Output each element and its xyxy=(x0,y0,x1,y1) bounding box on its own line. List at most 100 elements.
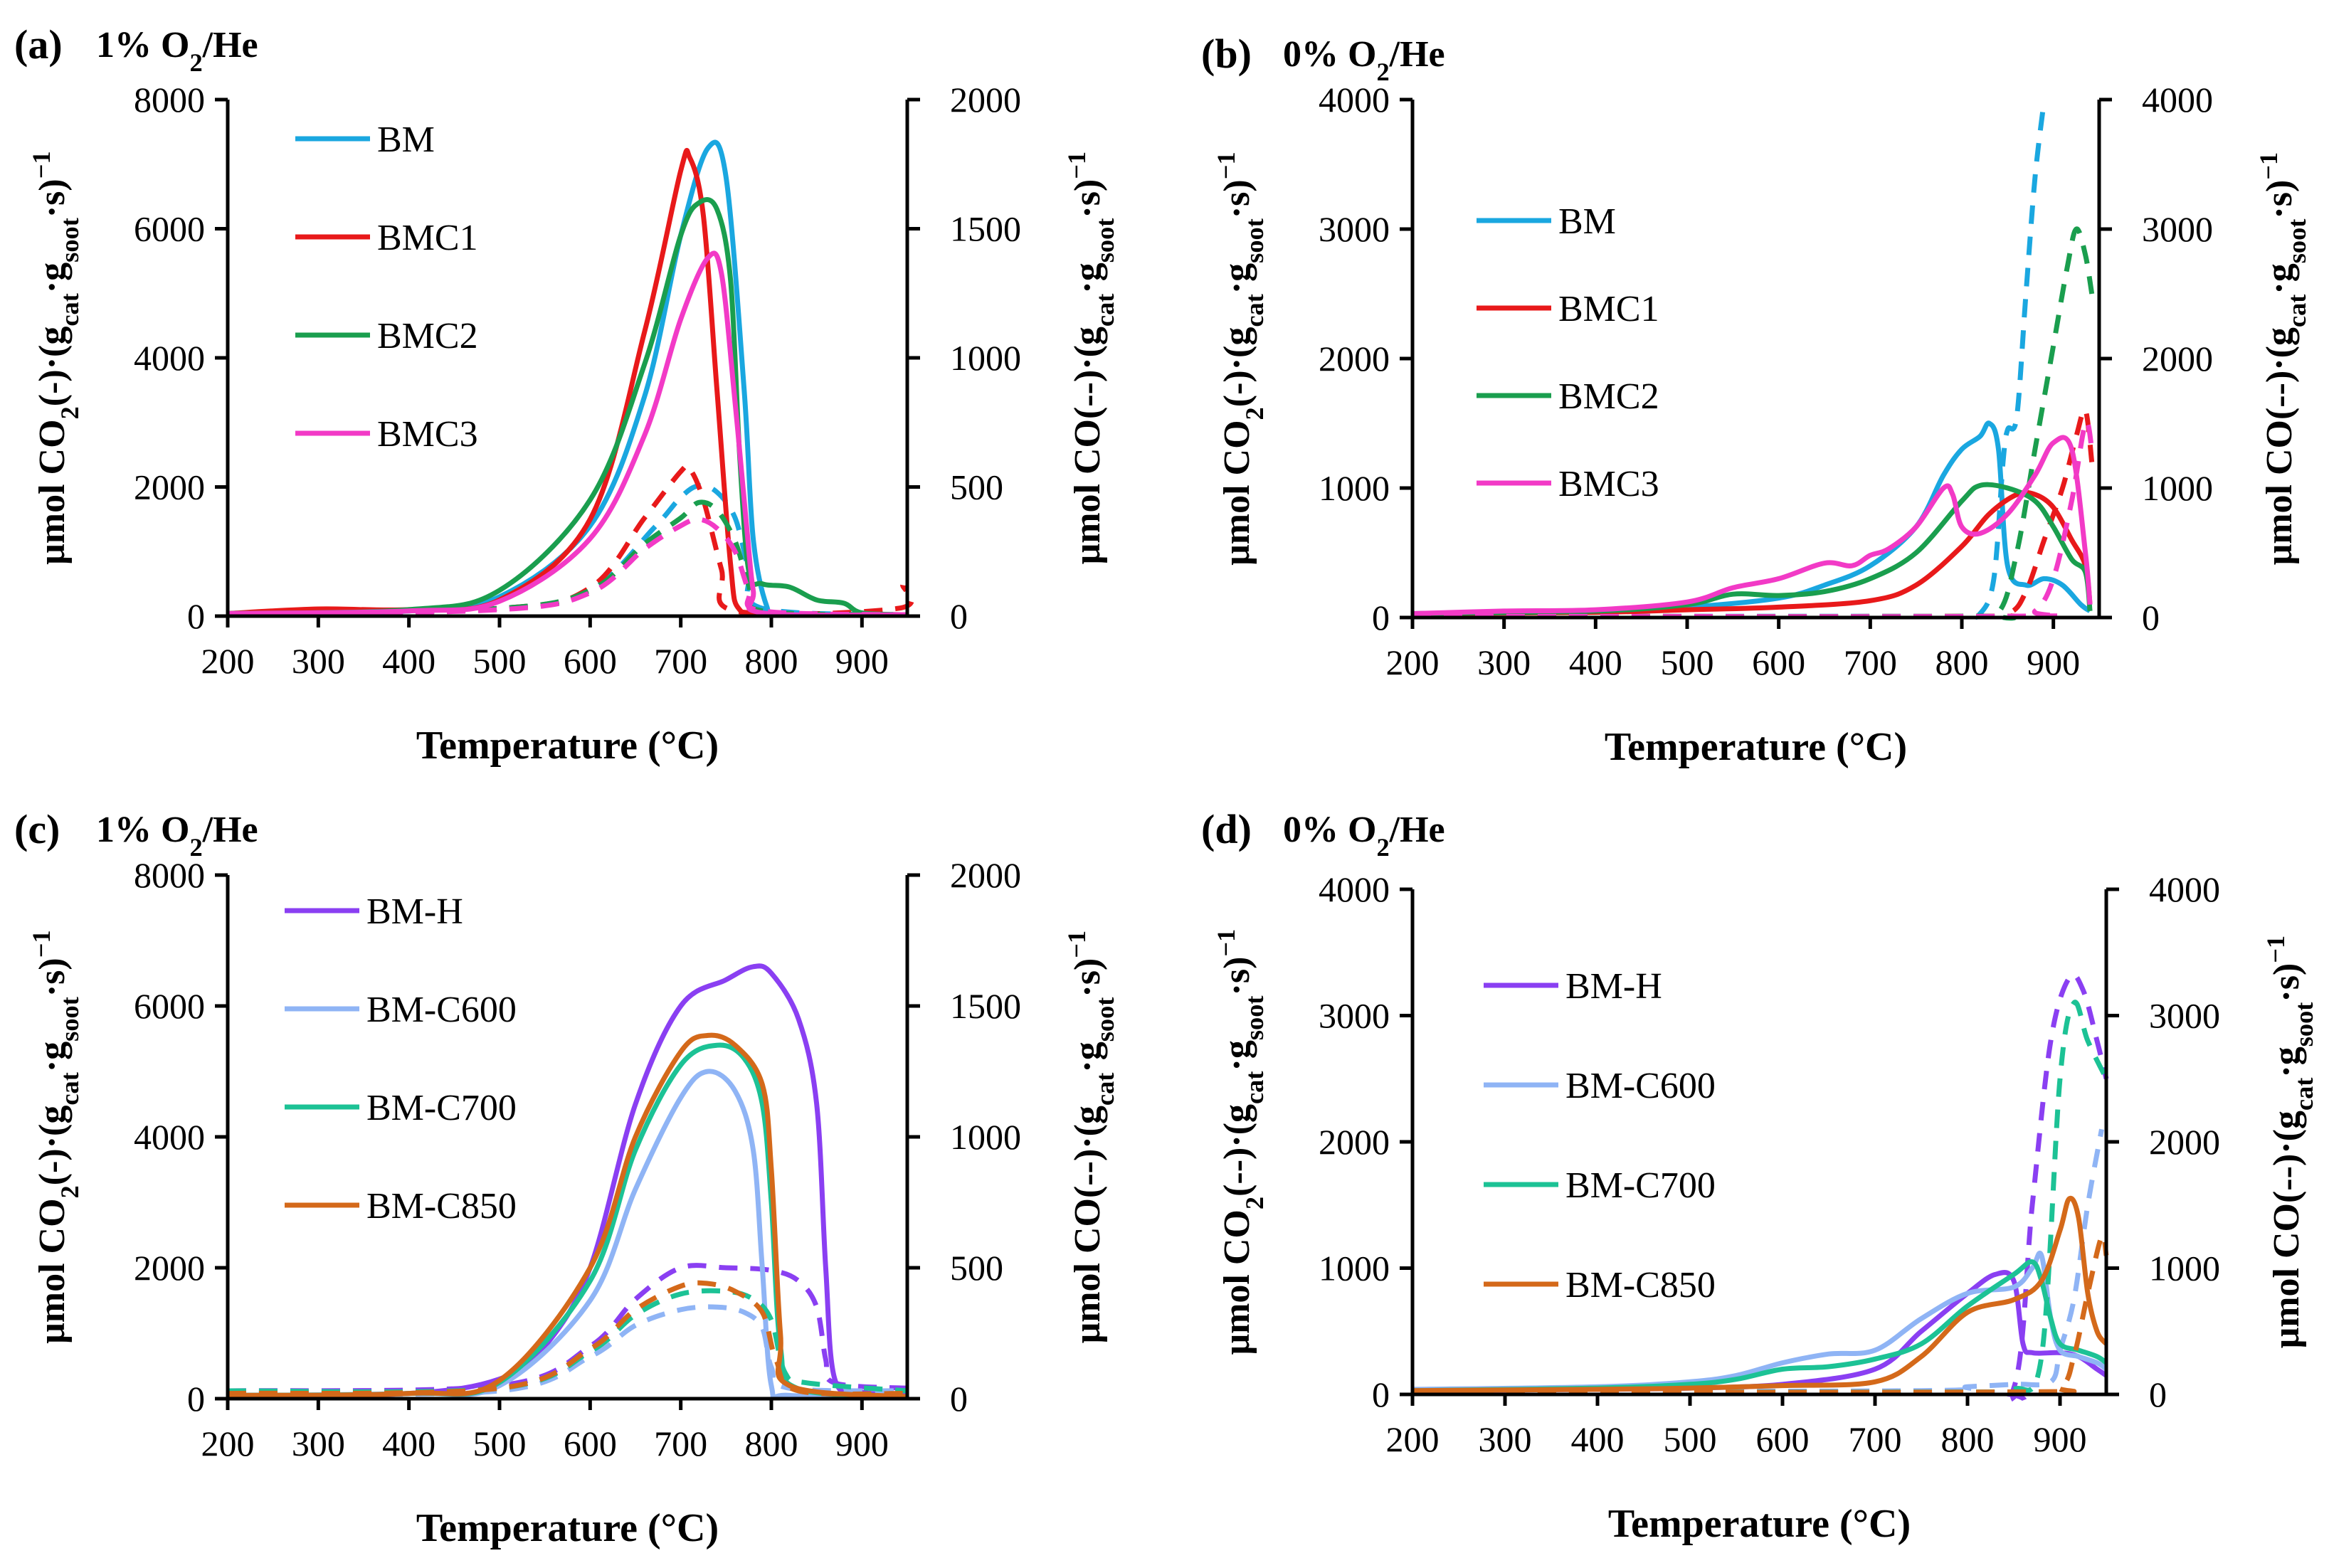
legend-label: BMC3 xyxy=(377,414,478,455)
x-tick-label: 200 xyxy=(1386,1419,1440,1459)
y-right-tick-label: 4000 xyxy=(2142,80,2213,120)
series-line-co-bm-c850 xyxy=(227,1280,908,1397)
x-tick-label: 900 xyxy=(835,1424,889,1463)
y-axis-title-right: μmol CO(--)·(gcat·gsoot·s)−1 xyxy=(1062,152,1119,565)
series-line-co-bmc3 xyxy=(227,517,908,618)
y-right-tick-label: 2000 xyxy=(950,80,1021,120)
x-tick-label: 300 xyxy=(1479,1419,1532,1459)
y-left-tick-label: 0 xyxy=(187,1379,205,1419)
y-left-tick-label: 8000 xyxy=(134,80,205,120)
y-right-tick-label: 1000 xyxy=(2142,468,2213,508)
y-left-tick-label: 0 xyxy=(1372,598,1390,637)
legend: BM BMC1 BMC2 BMC3 xyxy=(295,120,478,455)
legend-label: BM-H xyxy=(366,891,463,932)
y-right-tick-label: 1000 xyxy=(2149,1249,2220,1288)
legend-label: BM-C850 xyxy=(366,1186,517,1227)
x-tick-label: 400 xyxy=(1569,642,1622,682)
series-line-co-bm-h xyxy=(227,1263,908,1394)
x-tick-label: 200 xyxy=(1386,642,1440,682)
y-right-tick-label: 3000 xyxy=(2149,996,2220,1036)
x-tick-label: 500 xyxy=(473,641,527,681)
x-tick-label: 700 xyxy=(654,641,707,681)
x-tick-label: 800 xyxy=(1941,1419,1995,1459)
series-line-co-bm-c850 xyxy=(1412,1233,2109,1395)
x-tick-label: 500 xyxy=(473,1424,527,1463)
y-left-tick-label: 0 xyxy=(187,596,205,636)
y-right-tick-label: 0 xyxy=(950,1379,968,1419)
x-tick-label: 800 xyxy=(745,641,798,681)
x-tick-label: 600 xyxy=(1756,1419,1810,1459)
x-tick-label: 800 xyxy=(745,1424,798,1463)
y-right-tick-label: 1500 xyxy=(950,986,1021,1026)
y-axis-title-right: μmol CO(--)·(gcat·gsoot·s)−1 xyxy=(1062,931,1119,1344)
y-axis-title-left: μmol CO2(-)·(gcat·gsoot·s)−1 xyxy=(1212,152,1269,565)
legend-label: BMC1 xyxy=(377,218,478,258)
panel-label: (d) xyxy=(1201,806,1252,852)
y-axis-title-right: μmol CO(--)·(gcat·gsoot·s)−1 xyxy=(2254,152,2311,566)
panel-b: 200 300 400 500 600 700 800 900 0 1000 2000 3000 400… xyxy=(1201,31,2311,769)
series-line-co2-bmc2 xyxy=(227,197,908,618)
x-tick-label: 300 xyxy=(292,641,345,681)
x-axis-title: Temperature (°C) xyxy=(416,724,719,768)
y-left-tick-label: 2000 xyxy=(134,1248,205,1288)
y-right-tick-label: 3000 xyxy=(2142,209,2213,249)
y-left-tick-label: 6000 xyxy=(134,986,205,1026)
series-line-co2-bm-c850 xyxy=(1412,1195,2108,1394)
x-tick-label: 400 xyxy=(382,1424,435,1463)
y-left-tick-label: 4000 xyxy=(1319,80,1390,120)
legend: BM BMC1 BMC2 BMC3 xyxy=(1477,201,1659,504)
series-line-co2-bm-c700 xyxy=(1412,1259,2108,1394)
y-left-tick-label: 2000 xyxy=(1319,1122,1390,1162)
panel-label: (b) xyxy=(1201,31,1252,77)
y-right-tick-label: 1500 xyxy=(950,209,1021,249)
series-line-co2-bmc3 xyxy=(227,250,908,618)
y-left-tick-label: 3000 xyxy=(1319,209,1390,249)
series-line-co2-bm xyxy=(227,139,908,618)
x-axis-title: Temperature (°C) xyxy=(1608,1502,1911,1546)
y-left-tick-label: 4000 xyxy=(1319,869,1390,909)
legend-label: BM xyxy=(1558,201,1616,242)
y-right-tick-label: 500 xyxy=(950,467,1003,507)
panel-a: 200 300 400 500 600 700 800 900 0 2000 4000 6000 800… xyxy=(14,21,1119,768)
panel-condition: 1% O2/He xyxy=(96,25,258,77)
y-left-tick-label: 4000 xyxy=(134,338,205,378)
series-line-co2-bmc1 xyxy=(1412,489,2093,616)
x-tick-label: 900 xyxy=(2027,642,2080,682)
y-right-tick-label: 2000 xyxy=(2142,339,2213,378)
legend: BM-H BM-C600 BM-C700 BM-C850 xyxy=(1484,966,1716,1305)
legend-label: BMC2 xyxy=(377,316,478,356)
series-line-co-bmc3 xyxy=(1412,419,2095,620)
panel-condition: 0% O2/He xyxy=(1283,810,1445,862)
legend: BM-H BM-C600 BM-C700 BM-C850 xyxy=(285,891,517,1227)
series-line-co-bm xyxy=(227,482,908,618)
x-tick-label: 300 xyxy=(1477,642,1531,682)
x-tick-label: 700 xyxy=(654,1424,707,1463)
y-right-tick-label: 0 xyxy=(2149,1374,2167,1414)
panel-label: (c) xyxy=(14,806,60,852)
series-line-co-bm-c700 xyxy=(227,1288,908,1394)
legend-label: BMC1 xyxy=(1558,289,1659,329)
y-left-tick-label: 8000 xyxy=(134,855,205,895)
y-right-tick-label: 2000 xyxy=(950,855,1021,895)
series-group xyxy=(1412,972,2109,1406)
legend-label: BM-C850 xyxy=(1565,1265,1716,1305)
x-tick-label: 300 xyxy=(292,1424,345,1463)
x-tick-label: 200 xyxy=(201,1424,255,1463)
panel-condition: 0% O2/He xyxy=(1283,34,1445,86)
series-line-co-bm-c600 xyxy=(227,1304,908,1397)
x-tick-label: 500 xyxy=(1664,1419,1717,1459)
x-tick-label: 700 xyxy=(1849,1419,1902,1459)
y-left-tick-label: 6000 xyxy=(134,209,205,249)
series-line-co-bm-h xyxy=(1412,972,2109,1406)
y-axis-title-left: μmol CO2(--)·(gcat·gsoot·s)−1 xyxy=(1212,929,1269,1355)
legend-label: BMC2 xyxy=(1558,376,1659,417)
y-right-tick-label: 0 xyxy=(2142,598,2160,637)
legend-label: BM-C600 xyxy=(366,990,517,1030)
y-left-tick-label: 1000 xyxy=(1319,468,1390,508)
x-tick-label: 600 xyxy=(564,641,617,681)
y-right-tick-label: 0 xyxy=(950,596,968,636)
legend-label: BM-H xyxy=(1565,966,1662,1007)
x-tick-label: 800 xyxy=(1935,642,1989,682)
x-tick-label: 200 xyxy=(201,641,255,681)
